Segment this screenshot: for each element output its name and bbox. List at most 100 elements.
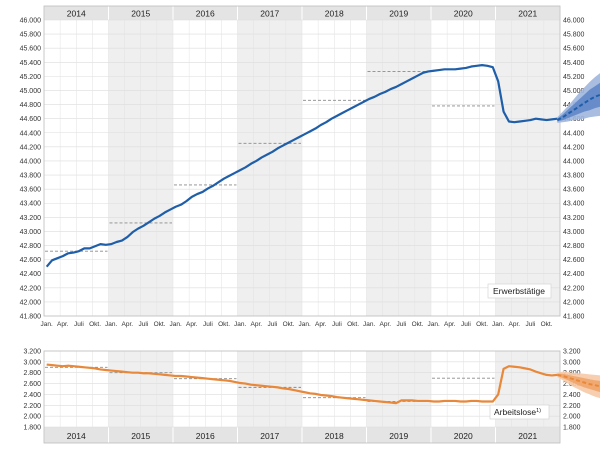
- month-tick-label: Apr.: [251, 321, 263, 328]
- bottom-ytick-right: 3.000: [563, 359, 581, 366]
- year-label-top: 2020: [454, 9, 473, 19]
- top-ytick-right: 42.000: [563, 299, 585, 306]
- bottom-series-line: [46, 363, 558, 405]
- bottom-ytick-left: 2.400: [23, 392, 41, 399]
- top-ytick-left: 42.200: [20, 285, 42, 292]
- year-label-bottom: 2018: [325, 431, 344, 441]
- month-tick-label: Okt.: [347, 321, 359, 328]
- bottom-ytick-left: 1.800: [23, 425, 41, 432]
- bottom-ytick-left: 2.600: [23, 381, 41, 388]
- top-ytick-right: 45.000: [563, 88, 585, 95]
- year-label-top: 2016: [196, 9, 215, 19]
- year-label-top: 2017: [260, 9, 279, 19]
- top-ytick-left: 45.400: [20, 60, 42, 67]
- month-tick-label: Juli: [397, 321, 407, 328]
- month-tick-label: Jan.: [299, 321, 311, 328]
- bottom-ytick-left: 2.800: [23, 370, 41, 377]
- top-ytick-right: 45.400: [563, 60, 585, 67]
- bottom-forecast-line: [557, 373, 600, 388]
- month-tick-label: Apr.: [444, 321, 456, 328]
- month-tick-label: Juli: [332, 321, 342, 328]
- top-ytick-right: 45.200: [563, 74, 585, 81]
- month-tick-label: Apr.: [380, 321, 392, 328]
- month-tick-label: Juli: [526, 321, 536, 328]
- top-ytick-right: 44.000: [563, 158, 585, 165]
- month-tick-label: Okt.: [541, 321, 553, 328]
- month-tick-label: Jan.: [234, 321, 246, 328]
- month-tick-label: Apr.: [122, 321, 134, 328]
- top-ytick-right: 43.800: [563, 173, 585, 180]
- top-ytick-left: 44.800: [20, 102, 42, 109]
- top-ytick-left: 45.000: [20, 88, 42, 95]
- month-tick-label: Jan.: [105, 321, 117, 328]
- top-forecast-band-inner: [557, 82, 600, 122]
- top-ytick-left: 43.200: [20, 215, 42, 222]
- year-label-bottom: 2020: [454, 431, 473, 441]
- month-tick-label: Jan.: [428, 321, 440, 328]
- bottom-panel-label-note: 1): [536, 408, 541, 414]
- top-ytick-right: 44.200: [563, 144, 585, 151]
- top-ytick-right: 46.000: [563, 18, 585, 25]
- top-ytick-right: 45.800: [563, 32, 585, 39]
- top-ytick-right: 43.400: [563, 201, 585, 208]
- top-series-line: [45, 63, 558, 268]
- month-tick-label: Okt.: [476, 321, 488, 328]
- top-ytick-right: 41.800: [563, 314, 585, 321]
- month-tick-label: Apr.: [57, 321, 69, 328]
- month-tick-label: Okt.: [154, 321, 166, 328]
- month-tick-label: Jan.: [492, 321, 504, 328]
- year-label-top: 2021: [518, 9, 537, 19]
- month-tick-label: Juli: [268, 321, 278, 328]
- month-tick-label: Apr.: [509, 321, 521, 328]
- top-ytick-left: 42.000: [20, 299, 42, 306]
- top-panel-frame: [43, 5, 561, 317]
- top-ytick-left: 44.600: [20, 116, 42, 123]
- year-label-top: 2014: [67, 9, 86, 19]
- year-label-bottom: 2021: [518, 431, 537, 441]
- month-tick-label: Jan.: [363, 321, 375, 328]
- top-ytick-left: 42.400: [20, 271, 42, 278]
- top-ytick-left: 43.600: [20, 187, 42, 194]
- month-tick-label: Okt.: [218, 321, 230, 328]
- year-label-bottom: 2019: [389, 431, 408, 441]
- bottom-ytick-right: 2.200: [563, 403, 581, 410]
- bottom-panel-frame: [43, 350, 561, 444]
- top-ytick-right: 43.600: [563, 187, 585, 194]
- month-tick-label: Okt.: [283, 321, 295, 328]
- top-ytick-left: 41.800: [20, 314, 42, 321]
- top-ytick-left: 44.200: [20, 144, 42, 151]
- top-ytick-left: 44.000: [20, 158, 42, 165]
- top-ytick-left: 43.800: [20, 173, 42, 180]
- year-label-bottom: 2014: [67, 431, 86, 441]
- bottom-ytick-left: 2.000: [23, 414, 41, 421]
- bottom-ytick-right: 1.800: [563, 425, 581, 432]
- top-ytick-left: 43.400: [20, 201, 42, 208]
- year-label-bottom: 2016: [196, 431, 215, 441]
- year-label-bottom: 2017: [260, 431, 279, 441]
- year-label-top: 2015: [131, 9, 150, 19]
- bottom-ytick-left: 2.200: [23, 403, 41, 410]
- top-forecast-line: [556, 93, 600, 121]
- month-tick-label: Apr.: [186, 321, 198, 328]
- month-tick-label: Juli: [74, 321, 84, 328]
- top-ytick-right: 42.800: [563, 243, 585, 250]
- top-ytick-left: 42.800: [20, 243, 42, 250]
- top-ytick-left: 45.200: [20, 74, 42, 81]
- bottom-ytick-right: 3.200: [563, 349, 581, 356]
- bottom-ytick-left: 3.200: [23, 349, 41, 356]
- bottom-ytick-right: 2.000: [563, 414, 581, 421]
- year-label-top: 2018: [325, 9, 344, 19]
- year-label-top: 2019: [389, 9, 408, 19]
- year-label-bottom: 2015: [131, 431, 150, 441]
- top-ytick-right: 45.600: [563, 46, 585, 53]
- top-panel-label-box: [487, 283, 552, 299]
- top-ytick-right: 44.400: [563, 130, 585, 137]
- top-ytick-right: 43.200: [563, 215, 585, 222]
- top-panel-label: Erwerbstätige: [493, 286, 545, 296]
- top-ytick-left: 46.000: [20, 18, 42, 25]
- bottom-forecast-band-inner: [557, 373, 600, 393]
- top-ytick-left: 44.400: [20, 130, 42, 137]
- bottom-panel-label-box: [489, 404, 550, 420]
- bottom-ytick-right: 2.400: [563, 392, 581, 399]
